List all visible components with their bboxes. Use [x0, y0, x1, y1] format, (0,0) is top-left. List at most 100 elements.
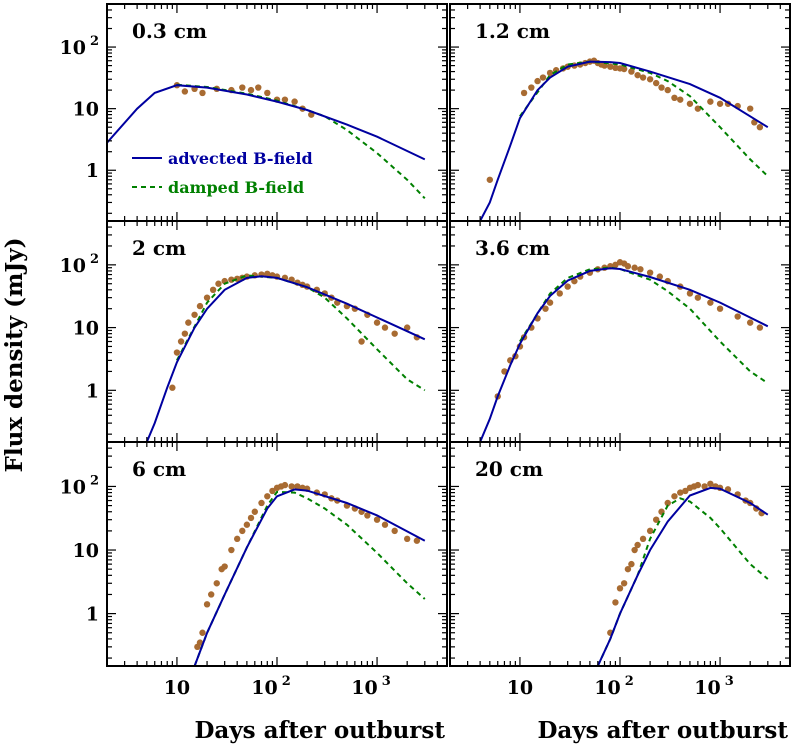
legend: advected B-field damped B-field: [132, 149, 313, 197]
panel-frame: [106, 441, 448, 667]
panel-plot-area: [596, 480, 769, 666]
advected-curve: [145, 275, 426, 442]
data-point: [634, 71, 641, 79]
data-point: [628, 68, 635, 75]
data-point: [664, 499, 671, 507]
panel-frame: [449, 441, 791, 667]
data-point: [701, 483, 708, 490]
x-tick-label: 10: [164, 677, 190, 699]
y-tick-label: 1: [86, 604, 99, 626]
data-point: [486, 176, 494, 183]
data-point: [520, 89, 528, 97]
data-point: [213, 580, 220, 587]
data-point: [247, 514, 255, 522]
panel-0-3-cm: 0.3 cm 1 10 10 2 advected B-field damped B-fie…: [60, 3, 448, 222]
data-point: [686, 100, 694, 107]
data-point: [534, 77, 541, 85]
data-point: [658, 84, 665, 91]
data-point: [373, 319, 381, 326]
panel-label: 3.6 cm: [475, 236, 550, 260]
x-tick-label: 10 2: [251, 674, 291, 699]
data-point: [542, 305, 549, 312]
data-point: [291, 98, 298, 105]
data-point: [288, 483, 295, 490]
data-point: [373, 516, 381, 523]
x-axis-title: Days after outburst: [194, 717, 445, 744]
data-point: [539, 74, 547, 81]
data-point: [243, 521, 251, 528]
data-point: [264, 270, 271, 277]
data-point: [269, 487, 276, 495]
data-point: [228, 546, 235, 554]
y-tick-label: 10 2: [60, 34, 100, 59]
advected-curve: [193, 488, 426, 666]
data-point: [616, 585, 624, 592]
panel-label: 20 cm: [475, 457, 543, 481]
data-point: [637, 266, 644, 273]
panel-label: 2 cm: [132, 236, 186, 260]
y-tick-label: 10: [73, 540, 99, 562]
data-point: [203, 601, 211, 608]
data-point: [413, 537, 421, 544]
data-point: [255, 84, 262, 91]
damped-curve: [519, 60, 769, 177]
data-point: [756, 324, 764, 331]
data-point: [403, 535, 411, 543]
data-point: [546, 69, 554, 77]
data-point: [381, 324, 389, 331]
data-point: [707, 480, 714, 488]
data-point: [682, 487, 689, 495]
panel-3-6-cm: 3.6 cm: [449, 220, 791, 443]
advected-curve: [107, 84, 426, 161]
data-point: [221, 563, 228, 570]
data-point: [364, 512, 371, 519]
data-point: [391, 330, 398, 337]
legend-advected-label: advected B-field: [168, 149, 313, 168]
data-point: [624, 565, 632, 573]
x-axis-title: Days after outburst: [537, 717, 788, 744]
data-point: [620, 580, 628, 587]
data-point: [233, 535, 241, 543]
data-point: [716, 305, 724, 312]
damped-curve: [176, 274, 426, 392]
damped-curve: [519, 266, 769, 385]
data-point: [628, 560, 635, 568]
data-point: [646, 527, 654, 535]
y-tick-label: 1: [86, 160, 99, 182]
data-point: [196, 639, 204, 646]
data-point: [671, 493, 678, 500]
data-point: [546, 299, 554, 306]
panel-2-cm: 2 cm 1 10 10 2: [60, 220, 448, 443]
panel-label: 6 cm: [132, 457, 186, 481]
data-point: [177, 338, 185, 345]
panel-1-2-cm: 1.2 cm: [449, 3, 791, 222]
panel-plot-area: [107, 82, 426, 199]
data-point: [501, 368, 508, 375]
data-point: [571, 277, 578, 285]
data-point: [239, 527, 246, 535]
data-point: [358, 338, 365, 345]
data-point: [734, 313, 741, 320]
data-point: [624, 263, 632, 270]
advected-curve: [596, 486, 769, 666]
x-tick-label: 10 2: [594, 674, 634, 699]
data-point: [209, 286, 217, 294]
y-tick-label: 10 2: [60, 473, 100, 498]
y-tick-label: 10 2: [60, 252, 100, 277]
panel-20-cm: 20 cm 10 10 2 10 3 Days after outburst: [449, 441, 791, 744]
data-point: [191, 311, 198, 318]
data-point: [677, 96, 684, 103]
data-point: [528, 84, 535, 91]
data-point: [646, 76, 654, 83]
data-point: [264, 89, 271, 97]
data-point: [196, 302, 204, 310]
data-point: [707, 98, 714, 105]
panel-6-cm: 6 cm 1 10 10 2 10 10 2 10 3 Days after outburst: [60, 441, 448, 744]
data-point: [631, 546, 638, 554]
data-point: [677, 489, 684, 496]
panel-plot-area: [479, 57, 769, 221]
data-point: [181, 330, 189, 337]
x-tick-label: 10 3: [694, 674, 734, 699]
advected-curve: [479, 60, 769, 221]
